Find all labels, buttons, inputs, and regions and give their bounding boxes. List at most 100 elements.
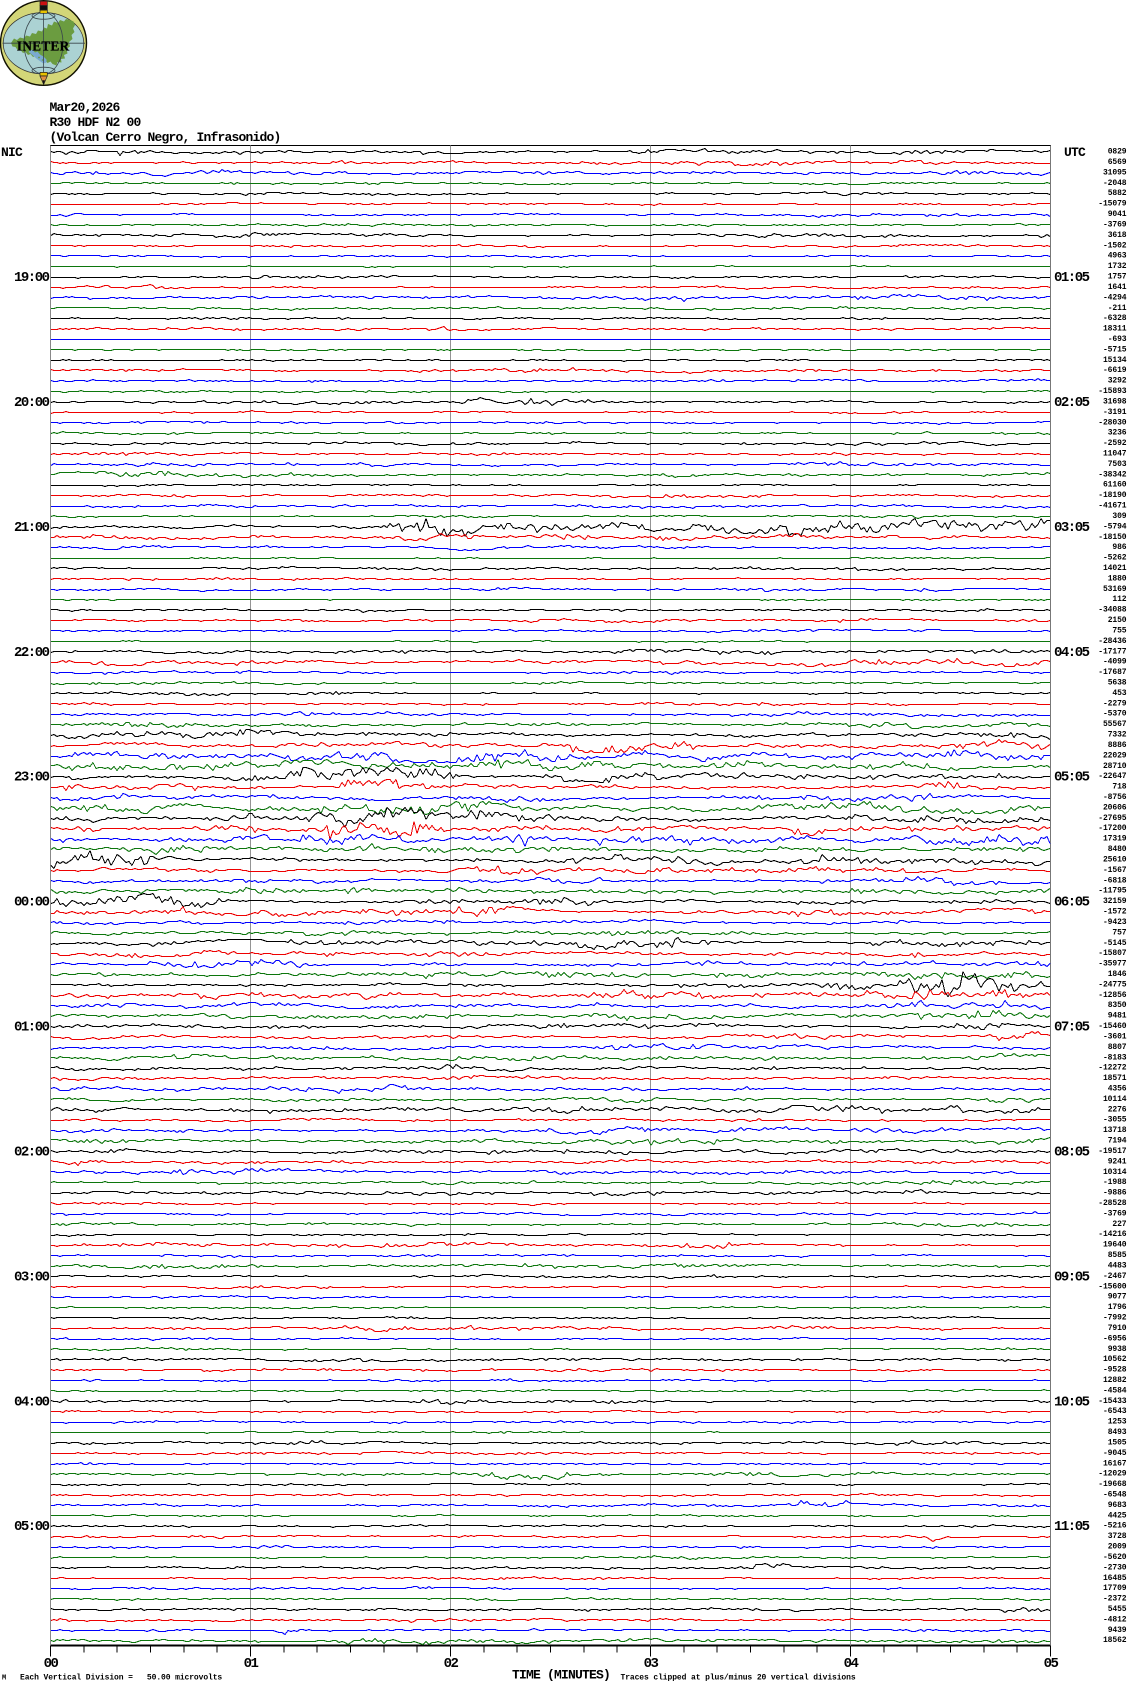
svg-text:-9423: -9423 (1103, 918, 1127, 927)
svg-text:3618: 3618 (1108, 231, 1127, 240)
svg-text:-15079: -15079 (1098, 200, 1127, 209)
svg-text:22:00: 22:00 (14, 645, 50, 661)
svg-text:31698: 31698 (1103, 397, 1127, 406)
svg-text:-4294: -4294 (1103, 293, 1127, 302)
svg-text:7910: 7910 (1108, 1324, 1127, 1333)
svg-text:53169: 53169 (1103, 585, 1127, 594)
svg-text:-24775: -24775 (1098, 980, 1127, 989)
svg-text:757: 757 (1112, 928, 1126, 937)
svg-text:2009: 2009 (1108, 1543, 1127, 1552)
svg-text:18311: 18311 (1103, 325, 1127, 334)
svg-text:5882: 5882 (1108, 189, 1127, 198)
svg-text:-12856: -12856 (1098, 991, 1127, 1000)
svg-text:7332: 7332 (1108, 731, 1127, 740)
svg-text:-15460: -15460 (1098, 1022, 1127, 1031)
svg-text:-1502: -1502 (1103, 241, 1127, 250)
svg-text:Mar20,2026: Mar20,2026 (50, 100, 121, 115)
svg-text:-17687: -17687 (1098, 668, 1127, 677)
svg-text:10562: 10562 (1103, 1355, 1127, 1364)
svg-text:-2048: -2048 (1103, 179, 1127, 188)
svg-text:-3601: -3601 (1103, 1033, 1127, 1042)
svg-text:05: 05 (1044, 1656, 1059, 1672)
svg-text:453: 453 (1112, 689, 1126, 698)
svg-text:UTC: UTC (1064, 145, 1086, 160)
svg-text:3292: 3292 (1108, 377, 1127, 386)
svg-text:-693: -693 (1108, 335, 1127, 344)
svg-text:-28436: -28436 (1098, 637, 1127, 646)
svg-text:2150: 2150 (1108, 616, 1127, 625)
svg-text:1796: 1796 (1108, 1303, 1127, 1312)
svg-text:18571: 18571 (1103, 1074, 1127, 1083)
svg-text:61160: 61160 (1103, 481, 1127, 490)
svg-text:-2279: -2279 (1103, 699, 1127, 708)
svg-text:03:05: 03:05 (1054, 520, 1090, 536)
svg-text:1732: 1732 (1108, 262, 1127, 271)
svg-text:-1988: -1988 (1103, 1178, 1127, 1187)
svg-text:0829: 0829 (1108, 148, 1127, 157)
svg-text:9077: 9077 (1108, 1293, 1127, 1302)
svg-text:16167: 16167 (1103, 1459, 1127, 1468)
svg-text:986: 986 (1112, 543, 1126, 552)
svg-text:8886: 8886 (1108, 741, 1127, 750)
svg-text:-4584: -4584 (1103, 1386, 1127, 1395)
svg-text:-15807: -15807 (1098, 949, 1127, 958)
svg-text:21:00: 21:00 (14, 520, 50, 536)
svg-text:-5715: -5715 (1103, 345, 1127, 354)
svg-text:-41671: -41671 (1098, 502, 1127, 511)
svg-text:-3769: -3769 (1103, 221, 1127, 230)
svg-text:4483: 4483 (1108, 1262, 1127, 1271)
svg-text:-18190: -18190 (1098, 491, 1127, 500)
svg-text:TIME (MINUTES): TIME (MINUTES) (512, 1668, 610, 1683)
svg-text:-14216: -14216 (1098, 1230, 1127, 1239)
svg-text:5638: 5638 (1108, 679, 1127, 688)
svg-text:-9886: -9886 (1103, 1189, 1127, 1198)
svg-text:10314: 10314 (1103, 1168, 1127, 1177)
svg-text:718: 718 (1112, 783, 1126, 792)
svg-text:-9045: -9045 (1103, 1449, 1127, 1458)
svg-text:9481: 9481 (1108, 1012, 1127, 1021)
svg-text:4356: 4356 (1108, 1085, 1127, 1094)
svg-text:1641: 1641 (1108, 283, 1127, 292)
svg-text:-15600: -15600 (1098, 1282, 1127, 1291)
svg-text:-2730: -2730 (1103, 1563, 1127, 1572)
svg-text:-1572: -1572 (1103, 908, 1127, 917)
svg-text:-6619: -6619 (1103, 366, 1127, 375)
svg-text:4425: 4425 (1108, 1511, 1127, 1520)
svg-text:3728: 3728 (1108, 1532, 1127, 1541)
svg-text:23:00: 23:00 (14, 770, 50, 786)
svg-text:-5262: -5262 (1103, 554, 1127, 563)
svg-text:01:05: 01:05 (1054, 270, 1090, 286)
svg-text:-6543: -6543 (1103, 1407, 1127, 1416)
svg-text:9439: 9439 (1108, 1626, 1127, 1635)
svg-text:-5620: -5620 (1103, 1553, 1127, 1562)
svg-text:14021: 14021 (1103, 564, 1127, 573)
svg-text:-7992: -7992 (1103, 1314, 1127, 1323)
svg-text:1253: 1253 (1108, 1418, 1127, 1427)
svg-text:-18150: -18150 (1098, 533, 1127, 542)
svg-text:04:00: 04:00 (14, 1394, 50, 1410)
svg-text:-1567: -1567 (1103, 866, 1127, 875)
svg-text:-5216: -5216 (1103, 1522, 1127, 1531)
svg-text:-34088: -34088 (1098, 606, 1127, 615)
svg-text:17319: 17319 (1103, 835, 1127, 844)
svg-text:2276: 2276 (1108, 1105, 1127, 1114)
svg-text:19640: 19640 (1103, 1241, 1127, 1250)
svg-text:10:05: 10:05 (1054, 1394, 1090, 1410)
svg-text:02: 02 (444, 1656, 459, 1672)
svg-text:9938: 9938 (1108, 1345, 1127, 1354)
svg-text:10114: 10114 (1103, 1095, 1127, 1104)
svg-text:309: 309 (1112, 512, 1126, 521)
svg-text:112: 112 (1112, 595, 1126, 604)
svg-text:Traces clipped at plus/minus 2: Traces clipped at plus/minus 20 vertical… (621, 1674, 856, 1683)
svg-text:-8756: -8756 (1103, 793, 1127, 802)
svg-text:1846: 1846 (1108, 970, 1127, 979)
svg-text:31095: 31095 (1103, 168, 1127, 177)
svg-text:-6328: -6328 (1103, 314, 1127, 323)
svg-text:11:05: 11:05 (1054, 1519, 1090, 1535)
svg-text:-19517: -19517 (1098, 1147, 1127, 1156)
svg-text:11047: 11047 (1103, 450, 1127, 459)
svg-text:-28030: -28030 (1098, 418, 1127, 427)
svg-text:06:05: 06:05 (1054, 895, 1090, 911)
svg-text:-12272: -12272 (1098, 1064, 1127, 1073)
svg-text:32159: 32159 (1103, 897, 1127, 906)
